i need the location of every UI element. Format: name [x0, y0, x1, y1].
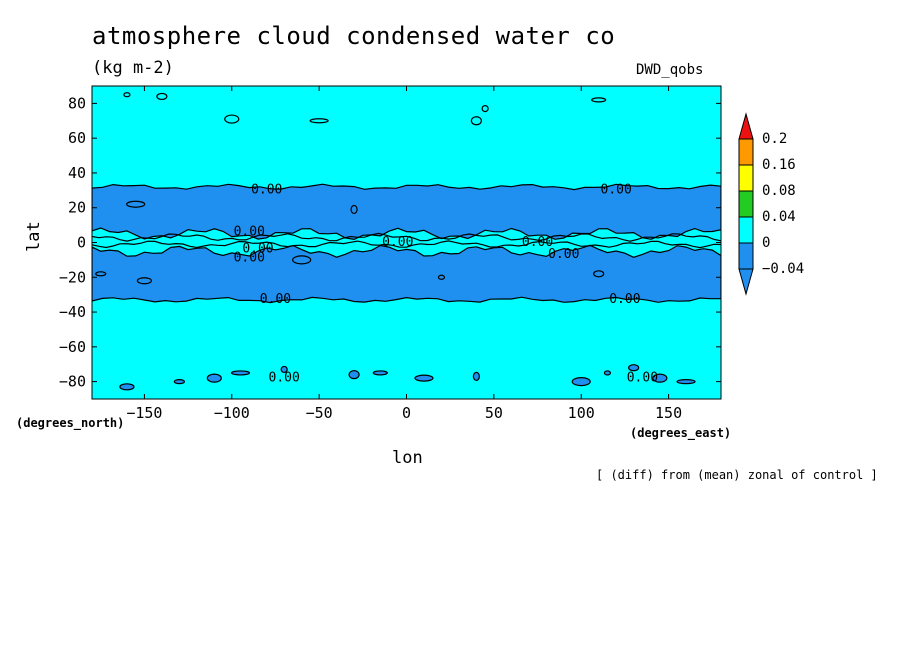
negative-band-south [92, 244, 721, 304]
diff-note: [ (diff) from (mean) zonal of control ] [596, 468, 878, 482]
contour-island [224, 114, 240, 124]
equatorial-contour-1 [92, 232, 721, 242]
chart-units: (kg m-2) [92, 58, 174, 78]
contour-label: 0.00 [260, 292, 291, 307]
x-tick-label: −50 [306, 404, 333, 422]
x-tick-label: 100 [568, 404, 595, 422]
contour-label: 0.00 [601, 183, 632, 198]
colorbar-label: 0.08 [762, 183, 796, 199]
colorbar-segment [738, 164, 754, 192]
colorbar-segment [738, 242, 754, 270]
contour-island [173, 379, 185, 385]
y-tick-label: 20 [68, 199, 86, 217]
colorbar-bottom-arrow [738, 268, 754, 296]
colorbar-label: 0.2 [762, 131, 787, 147]
x-tick-label: 50 [485, 404, 503, 422]
contour-island [280, 365, 288, 374]
x-tick-label: −150 [126, 404, 162, 422]
x-unit-label: (degrees_east) [630, 426, 732, 440]
colorbar-segment [738, 138, 754, 166]
y-tick-label: 40 [68, 164, 86, 182]
contour-island [350, 204, 358, 215]
contour-island [123, 92, 131, 98]
y-tick-label: −80 [59, 373, 86, 391]
contour-island [676, 379, 696, 385]
field-background [92, 86, 721, 399]
contour-label: 0.00 [627, 370, 658, 385]
contour-island [437, 274, 446, 280]
contour-island [309, 118, 329, 124]
colorbar-label: −0.04 [762, 261, 804, 277]
contour-label: 0.00 [382, 235, 413, 250]
x-tick-label: −100 [214, 404, 250, 422]
contour-label: 0.00 [269, 370, 300, 385]
y-unit-label: (degrees_north) [16, 416, 125, 430]
colorbar-segment [738, 216, 754, 244]
contour-island [230, 370, 251, 376]
contour-island [472, 371, 480, 381]
contour-island [119, 383, 135, 391]
source-label: DWD_qobs [636, 62, 704, 78]
y-tick-label: −40 [59, 303, 86, 321]
contour-label: 0.00 [548, 247, 579, 262]
colorbar-label: 0.04 [762, 209, 796, 225]
contour-label: 0.00 [242, 242, 273, 257]
contour-label: 0.00 [251, 183, 282, 198]
y-tick-label: 60 [68, 129, 86, 147]
contour-label: 0.00 [234, 250, 265, 265]
contour-island [348, 370, 360, 380]
contour-layer [92, 92, 721, 391]
x-axis-label: lon [392, 448, 423, 468]
colorbar-top-arrow [738, 112, 754, 140]
contour-island [136, 277, 153, 285]
contour-island [652, 373, 668, 383]
contour-island [571, 377, 591, 387]
contour-label: 0.00 [522, 235, 553, 250]
y-tick-label: 80 [68, 94, 86, 112]
contour-label: 0.00 [234, 224, 265, 239]
contour-island [156, 92, 168, 101]
contour-island [470, 116, 482, 126]
contour-island [292, 255, 312, 265]
contour-island [414, 374, 434, 382]
contour-island [95, 271, 107, 277]
equatorial-contour-2 [92, 240, 721, 249]
y-tick-label: 0 [77, 234, 86, 252]
contour-label: 0.00 [609, 292, 640, 307]
contour-island [206, 373, 222, 383]
contour-island [372, 370, 388, 376]
y-tick-label: −60 [59, 338, 86, 356]
colorbar-label: 0 [762, 235, 770, 251]
chart-title: atmosphere cloud condensed water co [92, 22, 616, 50]
contour-island [603, 370, 612, 376]
contour-island [481, 105, 489, 113]
colorbar-segment [738, 190, 754, 218]
x-tick-label: 0 [402, 404, 411, 422]
y-tick-label: −20 [59, 268, 86, 286]
contour-island [591, 97, 607, 103]
contour-island [126, 200, 146, 208]
contour-island [628, 364, 640, 372]
x-tick-label: 150 [655, 404, 682, 422]
contour-island [593, 270, 605, 278]
colorbar-label: 0.16 [762, 157, 796, 173]
